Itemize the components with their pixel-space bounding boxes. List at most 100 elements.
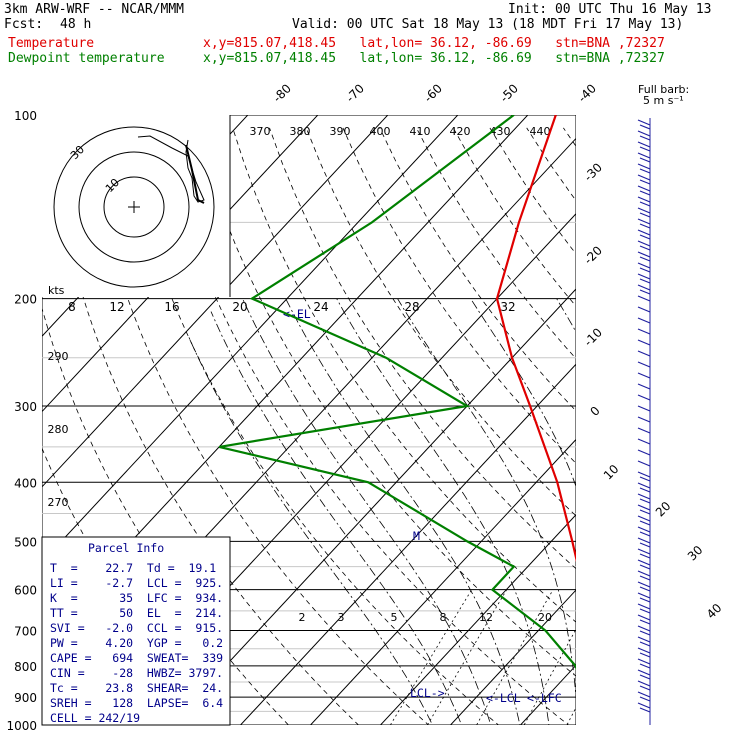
wind-barb [639,135,651,141]
dry-adiabat-line [416,127,576,360]
wind-barb [637,185,651,192]
theta-label: 440 [530,125,551,138]
isotherm-label: -80 [270,81,294,105]
dewpoint-line [218,115,576,671]
wind-barb [637,383,651,390]
isotherm-line [239,363,576,725]
wind-barb [637,251,651,258]
isotherm-line [169,288,576,725]
wind-barb [639,630,651,636]
wind-barb [637,603,651,610]
isotherm-label: 20 [653,499,674,520]
parcel-info-row: SVI = -2.0 CCL = 915. [50,621,223,635]
mixing-ratio-label: 5 [391,611,398,624]
init-time: Init: 00 UTC Thu 16 May 13 [508,2,712,17]
wind-barb [637,427,651,434]
isotherm-line [519,664,576,725]
height-label: 290 [48,350,69,363]
parcel-info-row: LI = -2.7 LCL = 925. [50,576,223,590]
dry-adiabat-line [637,128,740,738]
wind-barb [637,614,651,621]
wind-barb [639,641,651,647]
dry-adiabat-line [158,127,570,725]
wind-barb [639,278,651,284]
wind-barb [637,295,651,302]
wind-barb [639,564,651,570]
isotherm-label: -70 [343,81,367,105]
isotherm-line [578,101,740,738]
barb-legend-value: 5 m s⁻¹ [643,94,684,107]
wind-barb [637,262,651,269]
pressure-tick-label: 300 [14,400,37,414]
mixing-ratio-line [389,589,473,725]
wind-barb [637,493,651,500]
lfc-marker: <-LFC [527,691,562,705]
temperature-location: x,y=815.07,418.45 lat,lon= 36.12, -86.69… [203,36,665,51]
wind-barb [639,179,651,185]
isotherm-line [449,589,576,725]
hodograph-speed-label: 28 [404,300,419,314]
wind-barb [637,592,651,599]
mixing-ratio-label: 3 [338,611,345,624]
pressure-tick-label: 400 [14,476,37,490]
wind-barb [639,476,651,482]
wind-barb [637,537,651,544]
wind-barb [639,597,651,603]
wind-barb [637,152,651,159]
wind-barb [637,394,651,401]
wind-barb [637,196,651,203]
dry-adiabat-line [342,127,576,464]
isotherm-line [42,115,389,488]
theta-label: 410 [410,125,431,138]
hodograph-speed-label: 24 [313,300,328,314]
isotherm-label: -40 [575,81,599,105]
hodograph-ring [78,151,190,263]
wind-barb [637,647,651,654]
wind-barb [639,520,651,526]
wind-barb [637,372,651,379]
wind-barb [639,267,651,273]
wind-barb [637,207,651,214]
wind-barb [639,685,651,691]
moist-adiabat-line [397,298,576,702]
pressure-tick-label: 500 [14,535,37,549]
wind-barb [639,190,651,196]
dry-adiabat-line [269,127,576,570]
wind-barb [639,652,651,658]
mixing-ratio-label: 20 [538,611,552,624]
wind-barb [637,504,651,511]
height-label: 270 [48,496,69,509]
dry-adiabat-line [85,127,430,725]
isotherm-line [42,115,319,413]
m-marker: M [413,529,420,543]
isotherm-label: -30 [581,160,605,184]
lcl-marker-right: <-LCL [486,691,521,705]
wind-barb [637,405,651,412]
wind-barb [637,471,651,478]
hodograph-trace-bold [185,144,205,204]
moist-adiabat-line [336,298,550,725]
forecast-hour: 48 h [60,17,92,32]
moist-adiabat-line [648,299,683,738]
wind-barb [639,608,651,614]
mixing-ratio-label: 8 [440,611,447,624]
wind-barb [637,449,651,456]
dry-adiabat-line [122,127,500,725]
wind-barb [639,696,651,702]
barb-legend-title: Full barb: [638,83,689,96]
hodograph [53,126,215,288]
dry-adiabat-line [600,128,740,738]
wind-barb [637,460,651,467]
pressure-tick-label: 900 [14,691,37,705]
isotherm-label: -10 [581,325,605,349]
wind-barb [637,273,651,280]
wind-barb [639,201,651,207]
wind-barb [637,680,651,687]
wind-barb [639,245,651,251]
wind-barb [637,625,651,632]
theta-label: 400 [370,125,391,138]
pressure-tick-label: 700 [14,625,37,639]
hodograph-ring [53,126,215,288]
wind-barb [637,570,651,577]
theta-label: 380 [290,125,311,138]
